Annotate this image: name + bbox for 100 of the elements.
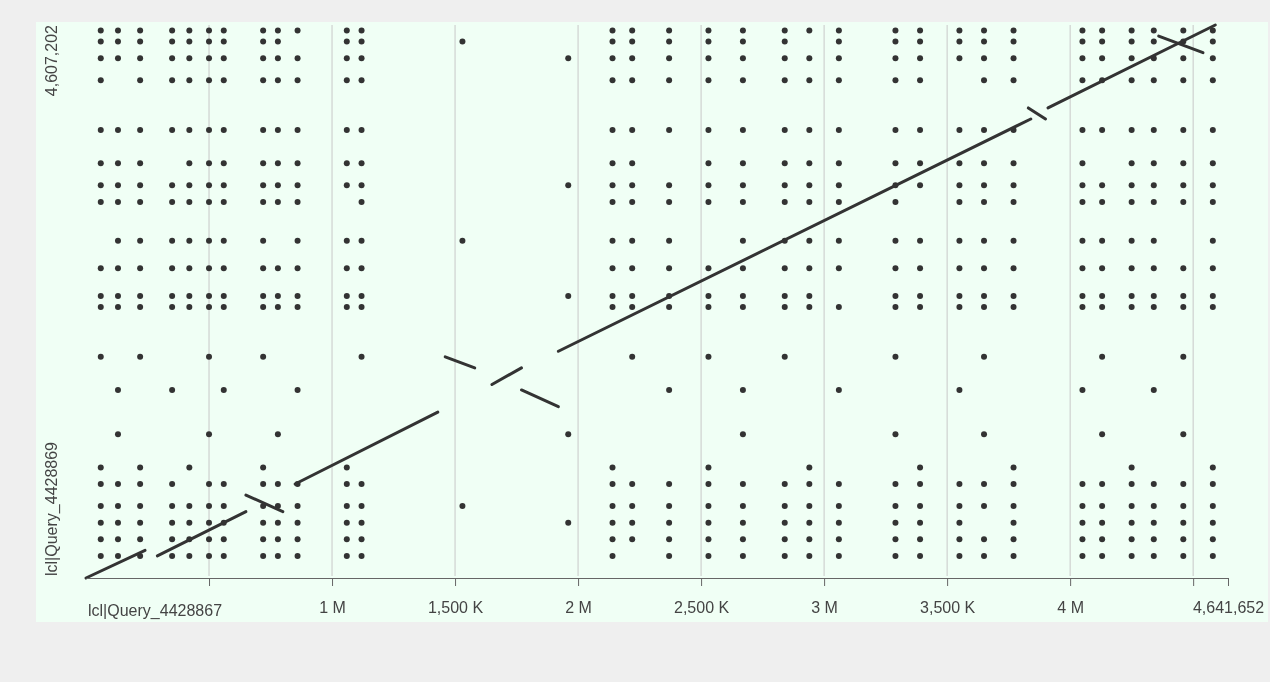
point [97,77,104,84]
point [666,552,673,559]
point [97,552,104,559]
point [781,127,788,134]
point [114,519,121,526]
point [358,353,365,360]
point [358,265,365,272]
point [137,503,144,510]
point [274,27,281,34]
point [835,38,842,45]
point [1150,77,1157,84]
point [186,38,193,45]
point [358,519,365,526]
point [629,519,636,526]
point [294,127,301,134]
point [206,160,213,167]
point [956,38,963,45]
point [806,480,813,487]
point [169,55,176,62]
point [358,552,365,559]
point [343,77,350,84]
point [343,304,350,311]
point [358,77,365,84]
point [705,552,712,559]
point [294,304,301,311]
point [835,160,842,167]
point [629,38,636,45]
point [97,127,104,134]
point [1079,127,1086,134]
point [206,503,213,510]
point [294,552,301,559]
point [806,503,813,510]
point [114,480,121,487]
point [97,304,104,311]
point [1128,503,1135,510]
point [739,198,746,205]
point [666,480,673,487]
point [137,353,144,360]
point [1099,304,1106,311]
point [1128,160,1135,167]
point [917,480,924,487]
point [781,77,788,84]
point [169,536,176,543]
point [609,77,616,84]
point [917,292,924,299]
point [1079,292,1086,299]
point [781,38,788,45]
point [1209,55,1216,62]
point [169,304,176,311]
point [1209,519,1216,526]
x-tick-label: 3,500 K [920,599,976,617]
point [206,27,213,34]
point [956,386,963,393]
point [917,265,924,272]
point [294,237,301,244]
point [781,480,788,487]
point [186,160,193,167]
point [565,55,572,62]
point [1099,182,1106,189]
point [294,519,301,526]
point [260,38,267,45]
point [892,160,899,167]
point [565,182,572,189]
point [981,127,988,134]
point [565,292,572,299]
point [206,198,213,205]
point [343,160,350,167]
point [343,27,350,34]
x-tick-label: 1,500 K [427,599,484,617]
point [1099,292,1106,299]
point [666,503,673,510]
point [260,519,267,526]
point [835,304,842,311]
point [220,55,227,62]
point [1099,480,1106,487]
point [260,198,267,205]
point [917,182,924,189]
point [1079,38,1086,45]
point [917,464,924,471]
point [220,503,227,510]
point [666,27,673,34]
point [186,464,193,471]
point [169,38,176,45]
point [917,27,924,34]
point [206,127,213,134]
point [1180,304,1187,311]
point [705,480,712,487]
point [666,55,673,62]
point [892,292,899,299]
point [705,198,712,205]
point [220,77,227,84]
point [1128,304,1135,311]
x-tick-label: 3 M [811,599,838,617]
point [358,198,365,205]
point [137,127,144,134]
point [206,38,213,45]
point [705,292,712,299]
point [1209,552,1216,559]
point [169,127,176,134]
point [629,503,636,510]
